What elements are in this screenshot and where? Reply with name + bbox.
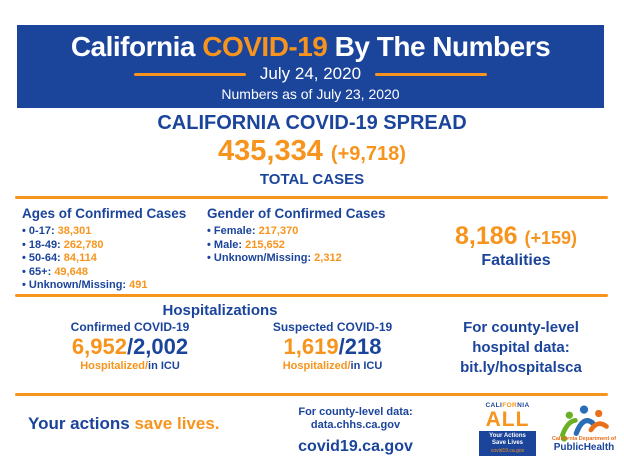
gender-list: Female: 217,370 Male: 215,652 Unknown/Mi… <box>207 225 407 266</box>
divider-middle <box>15 294 608 297</box>
fatalities-label: Fatalities <box>481 252 551 269</box>
title-part2: By The Numbers <box>327 31 551 62</box>
ages-heading: Ages of Confirmed Cases <box>22 206 187 221</box>
suspected-separator: / <box>338 334 345 359</box>
as-of-date: Numbers as of July 23, 2020 <box>221 86 400 102</box>
suspected-hospitalized-value: 1,619 <box>283 334 339 359</box>
title-part1: California <box>70 31 203 62</box>
county-hospital-data-note: For county-level hospital data: bit.ly/h… <box>432 318 610 378</box>
california-all-text: ALL <box>485 408 530 431</box>
ages-item-18-49: 18-49: 262,780 <box>22 239 202 253</box>
california-all-logo: CALIFORNIA ALL Your Actions Save Lives c… <box>479 402 536 456</box>
ages-item-unknown: Unknown/Missing: 491 <box>22 279 202 293</box>
ages-section: Ages of Confirmed Cases 0-17: 38,301 18-… <box>22 206 202 293</box>
total-cases-number: 435,334 (+9,718) <box>0 135 624 168</box>
suspected-sublabel: Hospitalized/in ICU <box>282 360 383 372</box>
total-cases-delta: (+9,718) <box>330 143 406 165</box>
title-covid19: COVID-19 <box>202 31 328 62</box>
confirmed-icu-value: 2,002 <box>133 334 189 359</box>
hospital-data-url: bit.ly/hospitalsca <box>460 359 582 376</box>
confirmed-hospitalized-value: 6,952 <box>71 334 127 359</box>
covid19-site-url: covid19.ca.gov <box>298 438 413 455</box>
gender-item-unknown: Unknown/Missing: 2,312 <box>207 252 407 266</box>
fatalities-number: 8,186 (+159) <box>420 222 612 251</box>
california-all-badge: Your Actions Save Lives covid19.ca.gov <box>479 431 536 456</box>
ages-item-50-64: 50-64: 84,114 <box>22 252 202 266</box>
header-banner: California COVID-19 By The Numbers July … <box>17 25 604 108</box>
total-cases-label: TOTAL CASES <box>259 171 365 188</box>
confirmed-sublabel: Hospitalized/in ICU <box>80 360 180 372</box>
spread-heading: CALIFORNIA COVID-19 SPREAD <box>157 112 467 134</box>
date-rule-right <box>375 72 488 76</box>
divider-bottom <box>15 393 608 396</box>
suspected-hospitalizations: Suspected COVID-19 1,619/218 Hospitalize… <box>240 320 425 372</box>
cdph-name-text: PublicHealth <box>553 442 615 453</box>
california-all-wordmark: CALIFORNIA <box>485 402 530 409</box>
ages-item-0-17: 0-17: 38,301 <box>22 225 202 239</box>
gender-section: Gender of Confirmed Cases Female: 217,37… <box>207 206 407 266</box>
suspected-icu-value: 218 <box>344 334 382 359</box>
gender-item-male: Male: 215,652 <box>207 239 407 253</box>
cdph-logo: California Department of PublicHealth <box>546 404 622 453</box>
total-cases-value: 435,334 <box>218 135 331 167</box>
date-row: July 24, 2020 <box>17 64 604 84</box>
confirmed-hospitalizations: Confirmed COVID-19 6,952/2,002 Hospitali… <box>25 320 235 372</box>
county-data-label: For county-level data: <box>298 406 413 418</box>
gender-heading: Gender of Confirmed Cases <box>207 206 386 221</box>
fatalities-delta: (+159) <box>524 228 578 248</box>
spread-section: CALIFORNIA COVID-19 SPREAD 435,334 (+9,7… <box>0 112 624 188</box>
fatalities-section: 8,186 (+159) Fatalities <box>420 222 612 270</box>
ages-list: 0-17: 38,301 18-49: 262,780 50-64: 84,11… <box>22 225 202 293</box>
cdph-department-text: California Department of <box>551 436 617 442</box>
footer-links: For county-level data: data.chhs.ca.gov … <box>258 406 453 456</box>
confirmed-separator: / <box>126 334 134 359</box>
page-title: California COVID-19 By The Numbers <box>17 31 604 63</box>
suspected-label: Suspected COVID-19 <box>272 320 393 334</box>
confirmed-number: 6,952/2,002 <box>25 334 235 360</box>
fatalities-value: 8,186 <box>454 222 525 250</box>
county-data-url: data.chhs.ca.gov <box>310 419 401 431</box>
hospitalizations-heading: Hospitalizations <box>162 302 278 319</box>
cdph-figures-icon <box>560 405 609 442</box>
ages-item-65plus: 65+: 49,648 <box>22 266 202 280</box>
suspected-number: 1,619/218 <box>240 334 425 360</box>
tagline: Your actions save lives. <box>28 414 220 433</box>
gender-item-female: Female: 217,370 <box>207 225 407 239</box>
date-rule-left <box>133 72 246 76</box>
confirmed-label: Confirmed COVID-19 <box>70 320 190 334</box>
report-date: July 24, 2020 <box>259 64 362 83</box>
divider-top <box>15 196 608 199</box>
